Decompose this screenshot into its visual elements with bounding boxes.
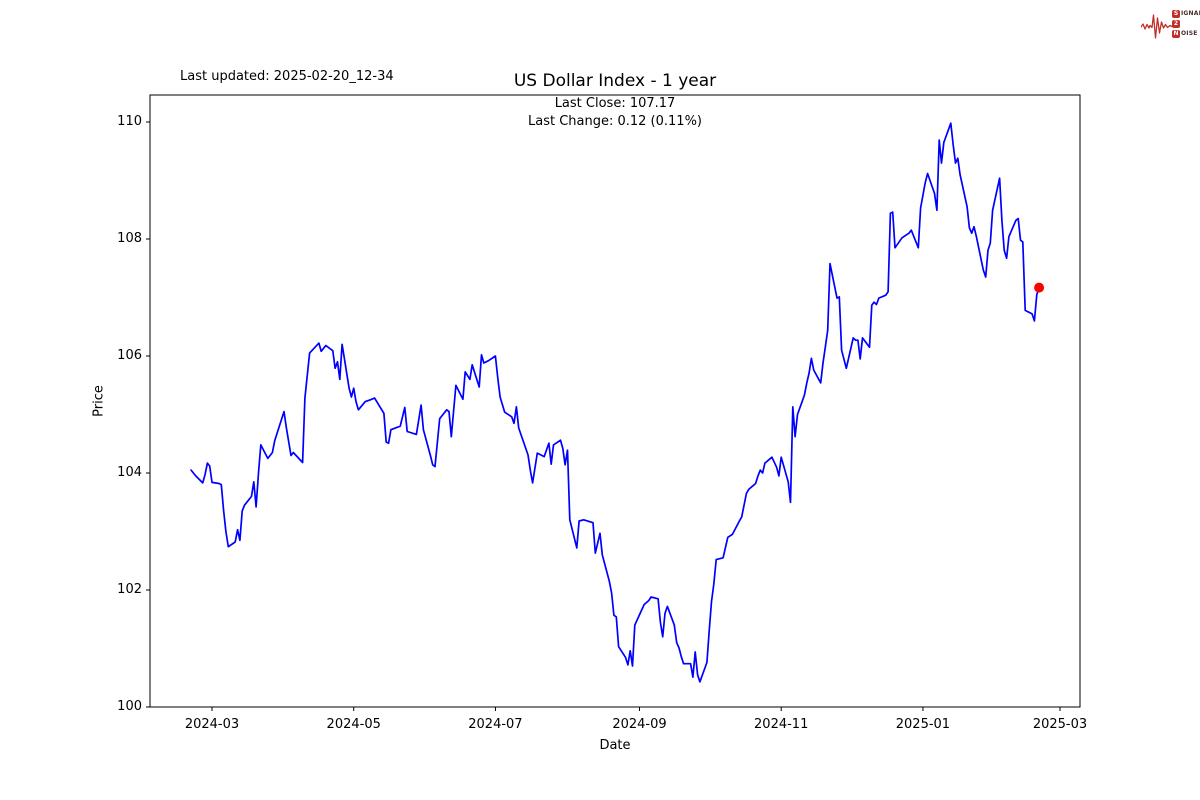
logo-row-2: 2 [1172, 19, 1200, 28]
axes-frame [149, 94, 1081, 708]
last-close-annotation: Last Close: 107.17 [554, 96, 676, 111]
y-tick-label: 104 [117, 465, 142, 480]
x-tick-label: 2025-01 [895, 717, 951, 732]
y-tick-label: 102 [117, 582, 142, 597]
x-tick-label: 2024-05 [326, 717, 381, 732]
y-tick-label: 100 [117, 699, 142, 714]
logo-row-noise: N OISE [1172, 29, 1200, 38]
y-axis-label: Price [91, 385, 107, 417]
logo-row-signal: SIGNAL [1172, 9, 1200, 18]
last-updated-text: Last updated: 2025-02-20_12-34 [180, 69, 394, 84]
logo-letter-2: 2 [1172, 19, 1180, 28]
x-axis-label: Date [599, 738, 631, 753]
y-tick-label: 110 [117, 114, 142, 129]
x-tick-label: 2025-03 [1032, 717, 1088, 732]
logo-text-oise: OISE [1181, 30, 1198, 37]
last-point-marker [1034, 282, 1045, 293]
last-change-annotation: Last Change: 0.12 (0.11%) [527, 114, 702, 129]
logo-letter-n: N [1172, 29, 1180, 38]
waveform-icon [1141, 14, 1173, 39]
x-tick-label: 2024-11 [754, 717, 809, 732]
y-tick-label: 108 [117, 231, 142, 246]
logo-letter-s: S [1172, 9, 1180, 18]
y-tick-label: 106 [117, 348, 142, 363]
x-tick-label: 2024-09 [612, 717, 667, 732]
x-tick-label: 2024-07 [468, 717, 523, 732]
price-line [190, 122, 1040, 683]
chart-title: US Dollar Index - 1 year [513, 71, 717, 91]
x-tick-label: 2024-03 [184, 717, 240, 732]
logo-text-ignal: IGNAL [1181, 10, 1200, 17]
